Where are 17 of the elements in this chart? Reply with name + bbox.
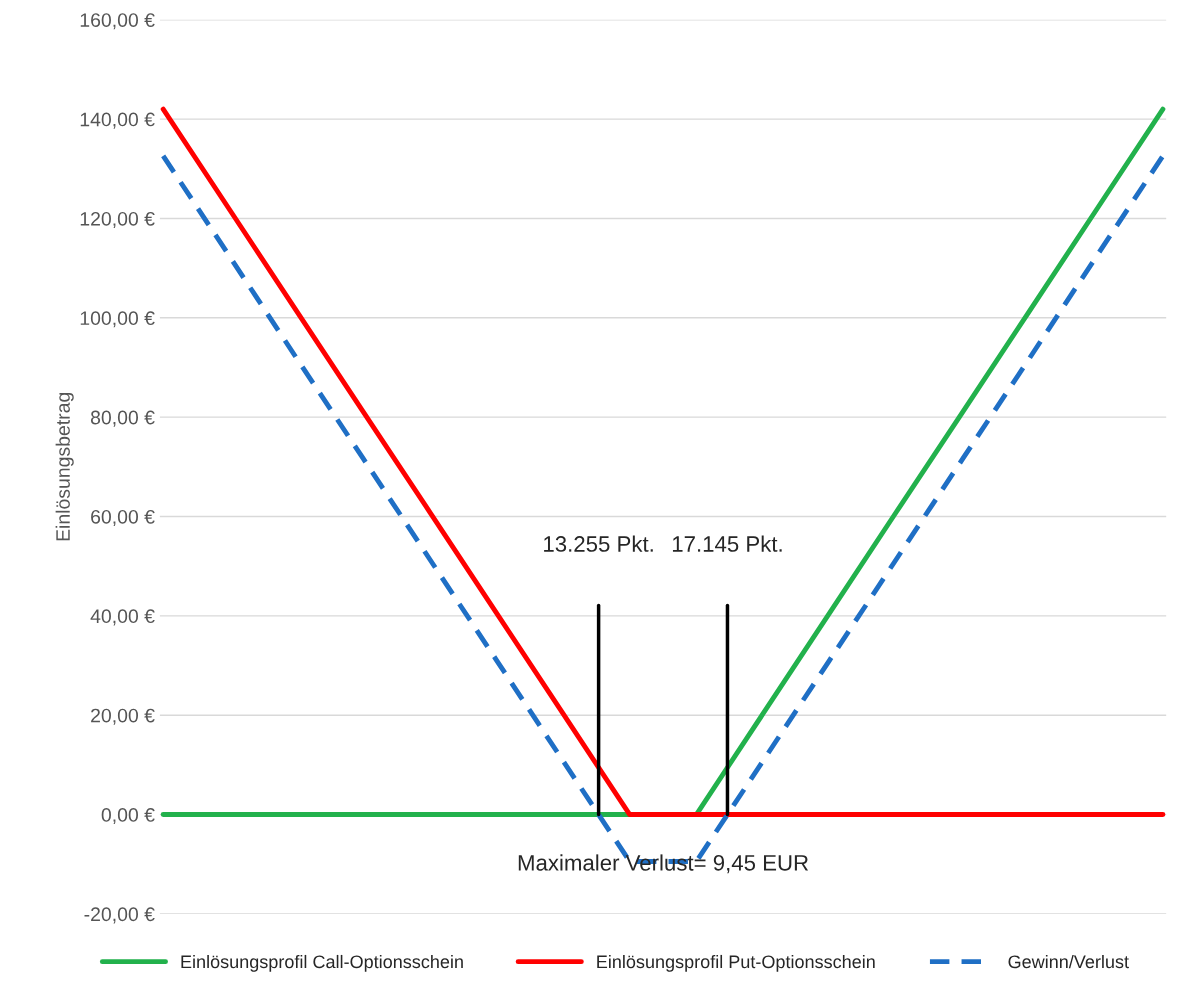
y-tick-label: 120,00 € bbox=[80, 211, 155, 228]
annotation: 17.145 Pkt. bbox=[672, 535, 782, 552]
y-tick-label: 60,00 € bbox=[91, 509, 155, 527]
y-axis-title: Einlösungsbetrag bbox=[55, 392, 74, 541]
legend-label: Einlösungsprofil Call-Optionsschein bbox=[181, 954, 463, 972]
annotation: 13.255 Pkt. bbox=[544, 535, 653, 552]
y-tick-label: 0,00 € bbox=[101, 808, 155, 825]
legend-label: Einlösungsprofil Put-Optionsschein bbox=[597, 954, 875, 972]
y-tick-label: 40,00 € bbox=[90, 609, 155, 626]
legend-label: Gewinn/Verlust bbox=[1008, 954, 1129, 969]
y-tick-label: -20,00 € bbox=[84, 907, 155, 924]
y-tick-label: 140,00 € bbox=[80, 112, 155, 129]
annotation: Maximaler Verlust= 9,45 EUR bbox=[518, 854, 809, 874]
y-tick-label: 160,00 € bbox=[80, 13, 155, 30]
y-tick-label: 100,00 € bbox=[80, 311, 155, 328]
y-tick-label: 20,00 € bbox=[91, 708, 155, 725]
y-tick-label: 80,00 € bbox=[90, 410, 155, 427]
